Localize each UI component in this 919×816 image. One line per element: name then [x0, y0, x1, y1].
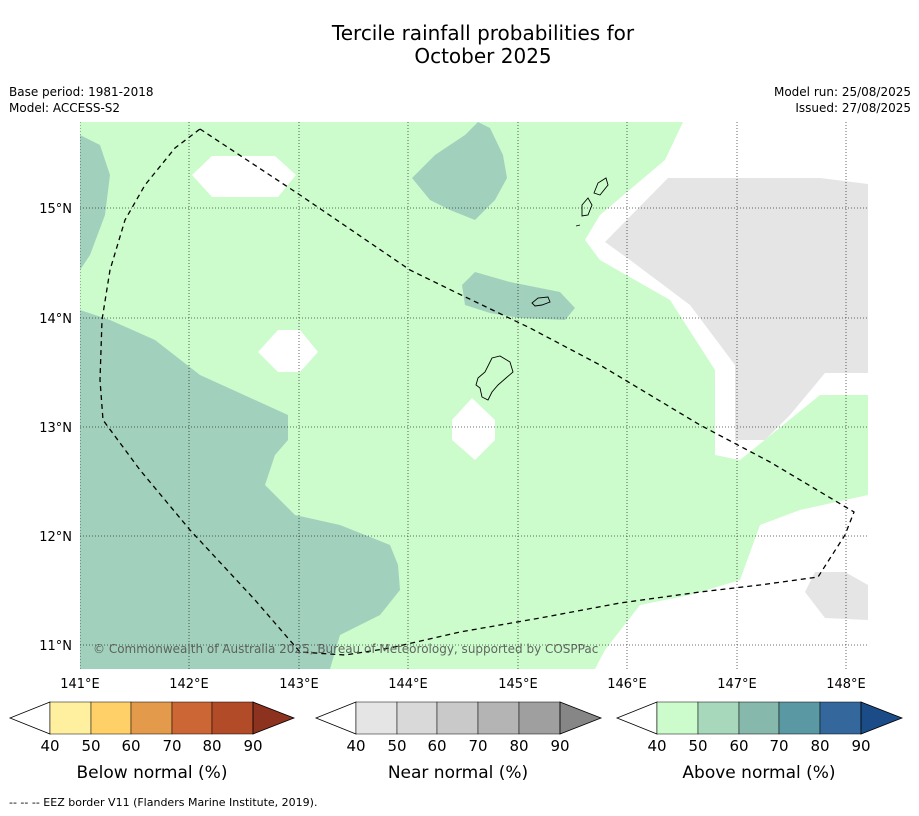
colorbar-tick: 60: [729, 737, 748, 755]
issue-date: Issued: 27/08/2025: [795, 101, 911, 115]
colorbar-cell: [436, 701, 479, 735]
no-signal-patch-3: [452, 398, 495, 460]
lat-label: 15°N: [39, 202, 72, 217]
lat-label: 13°N: [39, 421, 72, 436]
colorbar-cell: [518, 701, 561, 735]
colorbar-tick: 80: [509, 737, 528, 755]
colorbar-title: Above normal (%): [682, 763, 835, 783]
aguijan-island: [575, 224, 581, 227]
colorbar-tick: 80: [810, 737, 829, 755]
colorbar-tick: 70: [162, 737, 181, 755]
metadata-left: Base period: 1981-2018 Model: ACCESS-S2: [9, 84, 154, 116]
latitude-labels: 15°N 14°N 13°N 12°N 11°N: [39, 202, 72, 654]
title-line-1: Tercile rainfall probabilities for: [331, 21, 635, 45]
colorbar-cell: [697, 701, 740, 735]
lat-label: 12°N: [39, 530, 72, 545]
colorbar-cell: [477, 701, 520, 735]
colorbar-cell: [396, 701, 438, 735]
colorbar-cell: [171, 701, 213, 735]
colorbar-cell: [130, 701, 173, 735]
eez-legend-note: -- -- -- EEZ border V11 (Flanders Marine…: [9, 796, 318, 809]
lon-label: 144°E: [388, 677, 428, 692]
island-coastlines: [475, 177, 609, 401]
lon-label: 148°E: [826, 677, 866, 692]
colorbar-cell: [355, 701, 398, 735]
colorbar-arrow-low: [8, 701, 51, 735]
colorbar-cell: [90, 701, 132, 735]
base-period: Base period: 1981-2018: [9, 85, 154, 99]
near-normal-40-50-region-south: [805, 572, 868, 620]
colorbar-tick: 50: [688, 737, 707, 755]
map-gridlines: [80, 122, 868, 669]
colorbar-tick: 60: [121, 737, 140, 755]
colorbar-tick: 40: [346, 737, 365, 755]
colorbar-tick: 80: [202, 737, 221, 755]
colorbar-arrow-low: [615, 701, 658, 735]
lon-label: 147°E: [717, 677, 757, 692]
rota-island: [531, 296, 551, 307]
above-normal-50-60-region-northwest: [80, 135, 110, 270]
colorbar-arrow-high: [559, 701, 603, 735]
eez-border: [99, 128, 855, 656]
above-normal-50-60-region-north: [412, 122, 507, 220]
model-run: Model run: 25/08/2025: [773, 85, 911, 99]
colorbar-cell: [738, 701, 780, 735]
colorbar-tick: 70: [769, 737, 788, 755]
colorbar-above-normal: 40 50 60 70 80 90 Above normal (%): [615, 701, 904, 783]
colorbar-title: Near normal (%): [388, 763, 528, 783]
colorbar-cell: [778, 701, 821, 735]
lat-label: 14°N: [39, 312, 72, 327]
colorbar-title: Below normal (%): [77, 763, 228, 783]
colorbar-tick: 70: [468, 737, 487, 755]
copyright-notice: © Commonwealth of Australia 2025, Bureau…: [93, 642, 598, 656]
colorbar-cell: [49, 701, 92, 735]
colorbar-near-normal: 40 50 60 70 80 90 Near normal (%): [314, 701, 603, 783]
colorbar-arrow-high: [860, 701, 904, 735]
colorbar-arrow-low: [314, 701, 357, 735]
map-area: © Commonwealth of Australia 2025, Bureau…: [80, 122, 868, 669]
no-signal-patch-2: [258, 330, 318, 372]
guam-island: [475, 355, 514, 401]
lon-label: 142°E: [169, 677, 209, 692]
lon-label: 141°E: [60, 677, 100, 692]
no-signal-patch-1: [192, 156, 296, 197]
colorbar-tick: 90: [550, 737, 569, 755]
chart-title: Tercile rainfall probabilities for Octob…: [0, 22, 919, 68]
colorbar-arrow-high: [252, 701, 296, 735]
colorbar-cell: [211, 701, 254, 735]
near-normal-40-50-region: [605, 178, 868, 440]
tinian-island: [581, 197, 593, 217]
saipan-island: [593, 177, 609, 196]
above-normal-50-60-region-central: [462, 272, 575, 320]
lat-label: 11°N: [39, 639, 72, 654]
colorbar-tick: 50: [81, 737, 100, 755]
metadata-right: Model run: 25/08/2025 Issued: 27/08/2025: [774, 84, 911, 116]
colorbar-tick: 90: [851, 737, 870, 755]
title-line-2: October 2025: [414, 44, 552, 68]
colorbar-cell: [656, 701, 699, 735]
colorbar-cell: [819, 701, 862, 735]
colorbar-tick: 40: [647, 737, 666, 755]
lon-label: 145°E: [498, 677, 538, 692]
lon-label: 143°E: [279, 677, 319, 692]
longitude-labels: 141°E 142°E 143°E 144°E 145°E 146°E 147°…: [60, 677, 866, 692]
model-name: Model: ACCESS-S2: [9, 101, 121, 115]
colorbar-below-normal: 40 50 60 70 80 90 Below normal (%): [8, 701, 296, 783]
colorbar-tick: 50: [387, 737, 406, 755]
colorbar-tick: 90: [243, 737, 262, 755]
colorbar-tick: 60: [427, 737, 446, 755]
above-normal-50-60-region-west: [80, 310, 400, 669]
colorbar-tick: 40: [40, 737, 59, 755]
lon-label: 146°E: [607, 677, 647, 692]
